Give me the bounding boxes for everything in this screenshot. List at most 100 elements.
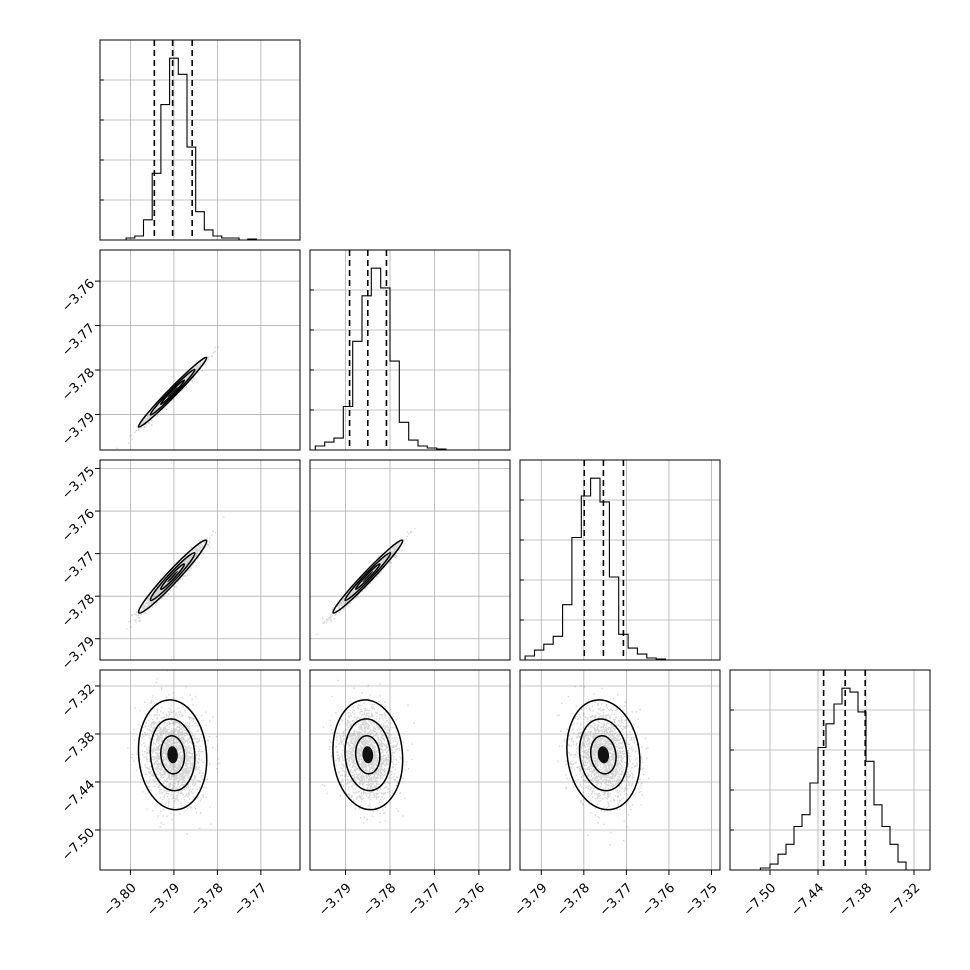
contour-level-3 [160,379,186,406]
x-tick-label: −3.79 [316,881,355,920]
density-layer [316,527,416,636]
histogram-panel [729,669,931,871]
contour-level-2 [149,368,196,416]
panel-background [520,460,720,660]
panel-frame [309,459,511,661]
y-tick-label: −3.76 [59,507,98,546]
density-panel [309,459,511,661]
x-tick-label: −3.78 [188,881,227,920]
histogram-panel [519,459,721,661]
x-tick-label: −3.77 [405,881,444,920]
x-tick-label: −3.77 [231,881,270,920]
y-tick-label: −3.77 [59,549,98,588]
panel-background [100,40,300,240]
panel-frame [309,249,511,451]
density-layer [126,516,225,630]
x-tick-label: −7.50 [740,881,779,920]
contour-level-1 [566,699,641,811]
contour-level-2 [149,552,196,602]
panel-background [730,670,930,870]
panel-frame [519,459,721,661]
contour-level-2 [344,552,392,602]
x-tick-label: −3.76 [449,881,488,920]
x-tick-label: −3.75 [682,881,721,920]
y-tick-label: −7.44 [59,777,98,816]
contour-level-3 [160,563,186,591]
x-tick-label: −3.78 [360,881,399,920]
density-panel [99,249,301,451]
y-tick-label: −3.77 [59,321,98,360]
panel-background [310,460,510,660]
y-tick-label: −3.78 [59,592,98,631]
x-tick-label: −3.79 [512,881,551,920]
panel-frame [519,669,721,871]
density-peak [597,746,610,764]
density-peak [167,386,178,398]
x-tick-label: −3.80 [101,881,140,920]
contour-level-1 [137,356,208,428]
density-peak [167,570,178,583]
y-tick-label: −7.50 [59,825,98,864]
histogram-panel [99,39,301,241]
grid-lines [100,250,300,450]
panel-background [310,250,510,450]
density-panel [99,669,301,871]
contour-level-1 [137,539,208,614]
x-tick-label: −3.78 [554,881,593,920]
y-tick-label: −7.32 [59,681,98,720]
y-tick-label: −3.75 [59,464,98,503]
panel-background [100,670,300,870]
histogram-step [524,477,667,660]
y-tick-label: −3.79 [59,410,98,449]
contour-level-1 [137,699,208,811]
x-tick-label: −7.32 [884,881,923,920]
x-tick-label: −7.38 [836,881,875,920]
panel-frame [99,39,301,241]
density-layer [127,670,220,835]
panel-frame [99,459,301,661]
panel-background [100,250,300,450]
y-tick-label: −3.78 [59,365,98,404]
histogram-panel [309,249,511,451]
density-layer [556,685,650,846]
y-tick-label: −3.79 [59,634,98,673]
x-tick-label: −7.44 [788,881,827,920]
x-tick-label: −3.79 [144,881,183,920]
y-tick-label: −3.76 [59,277,98,316]
contour-level-2 [149,718,196,792]
contour-level-2 [578,718,628,792]
panel-background [100,460,300,660]
y-tick-label: −7.38 [59,729,98,768]
contour-level-1 [332,699,404,811]
density-layer [321,679,415,824]
density-peak [362,746,374,764]
panel-frame [99,669,301,871]
contour-level-3 [354,563,381,590]
histogram-step [314,267,456,451]
x-tick-label: −3.76 [639,881,678,920]
contour-level-3 [160,735,186,775]
contour-level-1 [332,539,404,614]
contour-level-2 [344,718,392,792]
panel-frame [99,249,301,451]
histogram-step [759,687,907,870]
density-peak [167,746,178,764]
contour-level-3 [589,735,617,775]
density-panel [99,459,301,661]
sample-points [116,346,219,449]
density-panel [519,669,721,871]
grid-lines [520,460,720,660]
density-layer [116,346,219,449]
grid-lines [310,670,510,870]
grid-lines [310,250,510,450]
contour-level-3 [354,734,381,775]
grid-lines [100,40,300,240]
x-tick-label: −3.77 [597,881,636,920]
panel-background [520,670,720,870]
panel-frame [309,669,511,871]
panel-frame [729,669,931,871]
sample-points [556,685,650,846]
grid-lines [100,670,300,870]
density-panel [309,669,511,871]
